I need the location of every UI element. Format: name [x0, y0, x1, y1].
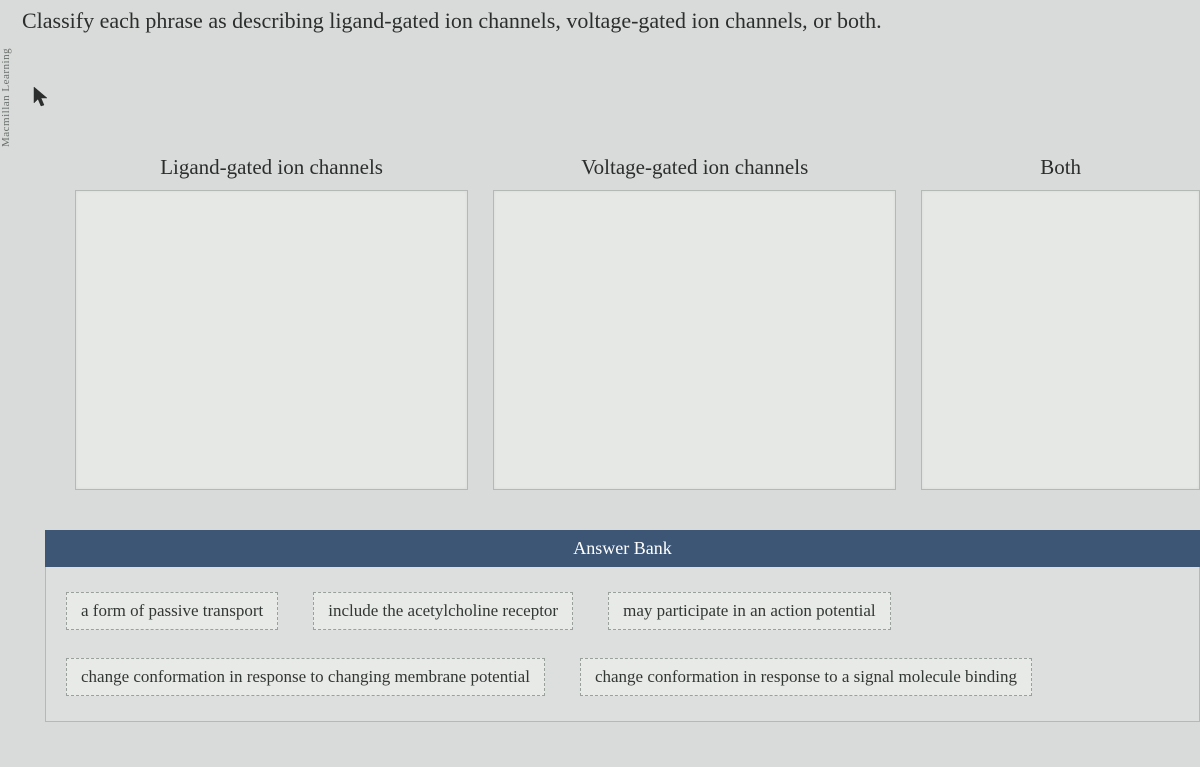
answer-chip[interactable]: change conformation in response to chang… — [66, 658, 545, 696]
drop-zone-both[interactable] — [921, 190, 1200, 490]
answer-bank: Answer Bank a form of passive transport … — [45, 530, 1200, 722]
question-text: Classify each phrase as describing ligan… — [22, 8, 882, 34]
category-ligand: Ligand-gated ion channels — [75, 155, 468, 490]
category-header: Voltage-gated ion channels — [581, 155, 808, 180]
answer-bank-header: Answer Bank — [45, 530, 1200, 567]
category-both: Both — [921, 155, 1200, 490]
category-header: Both — [1040, 155, 1081, 180]
answer-chip[interactable]: may participate in an action potential — [608, 592, 891, 630]
answer-bank-body: a form of passive transport include the … — [45, 567, 1200, 722]
answer-chip[interactable]: change conformation in response to a sig… — [580, 658, 1032, 696]
drop-zone-voltage[interactable] — [493, 190, 896, 490]
categories-row: Ligand-gated ion channels Voltage-gated … — [75, 155, 1200, 490]
bank-row: change conformation in response to chang… — [66, 658, 1179, 696]
cursor-icon — [32, 85, 50, 109]
answer-chip[interactable]: include the acetylcholine receptor — [313, 592, 573, 630]
drop-zone-ligand[interactable] — [75, 190, 468, 490]
category-header: Ligand-gated ion channels — [160, 155, 383, 180]
publisher-label: Macmillan Learning — [0, 0, 18, 200]
category-voltage: Voltage-gated ion channels — [493, 155, 896, 490]
answer-chip[interactable]: a form of passive transport — [66, 592, 278, 630]
bank-row: a form of passive transport include the … — [66, 592, 1179, 630]
